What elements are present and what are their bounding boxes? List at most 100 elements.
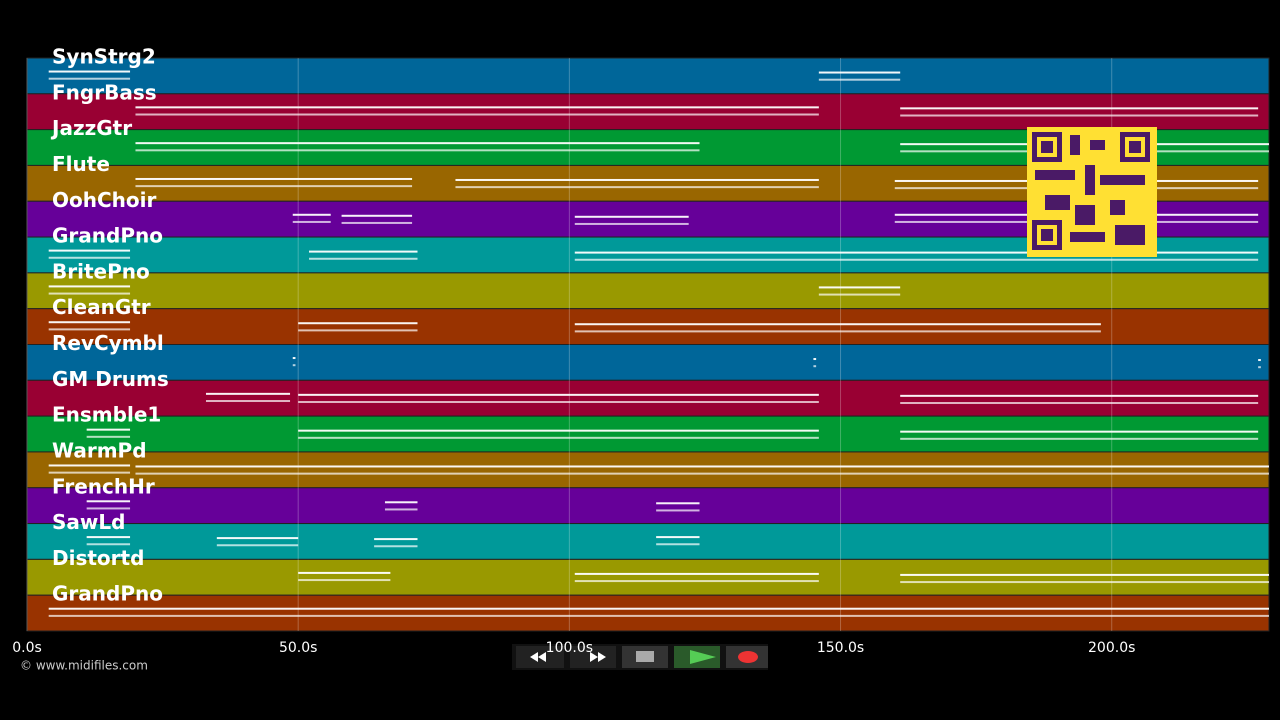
note — [455, 186, 819, 189]
track-lane — [26, 487, 1270, 525]
note — [574, 222, 689, 225]
note — [900, 394, 1259, 397]
track-lane — [26, 523, 1270, 560]
note — [135, 472, 1269, 475]
note — [86, 536, 131, 539]
note — [656, 509, 700, 512]
note — [135, 149, 700, 152]
note — [309, 250, 418, 253]
note — [818, 71, 901, 74]
note — [292, 364, 296, 367]
track-name: WarmPd — [52, 438, 147, 462]
track-name: FngrBass — [52, 80, 157, 104]
track-name: CleanGtr — [52, 295, 151, 319]
note — [298, 429, 819, 432]
note — [813, 365, 817, 368]
note — [900, 581, 1269, 584]
note — [298, 401, 819, 404]
note — [135, 142, 700, 145]
note — [900, 437, 1259, 440]
track-name: SynStrg2 — [52, 45, 156, 69]
forward-button[interactable] — [570, 646, 616, 668]
track-name: Flute — [52, 152, 110, 176]
note — [48, 614, 1269, 617]
note — [298, 571, 391, 574]
note — [298, 436, 819, 439]
track-name: Ensmble1 — [52, 403, 161, 427]
note — [656, 502, 700, 505]
note — [1258, 359, 1261, 362]
note — [86, 507, 131, 510]
note — [86, 543, 131, 546]
note — [205, 392, 291, 395]
note — [574, 215, 689, 218]
note — [574, 580, 819, 583]
qr-code — [1027, 127, 1157, 257]
note — [205, 400, 291, 403]
note — [135, 465, 1269, 468]
track-lane — [26, 594, 1270, 632]
note — [135, 113, 819, 116]
note — [48, 328, 131, 331]
note — [900, 573, 1269, 576]
note — [455, 178, 819, 181]
note — [574, 323, 1101, 326]
note — [574, 572, 819, 575]
note — [900, 430, 1259, 433]
x-tick-label: 50.0s — [279, 640, 317, 656]
note — [818, 286, 901, 289]
note — [900, 107, 1259, 110]
note — [48, 77, 131, 80]
note — [574, 251, 1259, 254]
track-name: GrandPno — [52, 224, 163, 248]
note — [86, 435, 131, 438]
note — [48, 607, 1269, 610]
x-tick-label: 100.0s — [546, 640, 593, 656]
note — [900, 402, 1259, 405]
note — [384, 501, 418, 504]
note — [216, 544, 299, 547]
track-lane — [26, 415, 1270, 453]
note — [135, 106, 819, 109]
note — [1258, 366, 1261, 369]
note — [48, 464, 131, 467]
note — [292, 357, 296, 360]
note — [135, 185, 413, 188]
track-name: Distortd — [52, 546, 144, 570]
track-name: GrandPno — [52, 582, 163, 606]
note — [48, 249, 131, 252]
note — [298, 322, 418, 325]
play-button[interactable] — [674, 646, 720, 668]
note — [48, 285, 131, 288]
note — [384, 508, 418, 511]
note — [48, 70, 131, 73]
note — [656, 536, 700, 539]
note — [86, 500, 131, 503]
stop-button[interactable] — [622, 646, 668, 668]
track-name: GM Drums — [52, 367, 169, 391]
record-button[interactable] — [726, 646, 768, 668]
note — [48, 292, 131, 295]
note — [48, 471, 131, 474]
note — [135, 177, 413, 180]
note — [48, 321, 131, 324]
note — [216, 537, 299, 540]
note — [292, 213, 331, 216]
x-tick-label: 200.0s — [1088, 640, 1135, 656]
watermark: © www.midifiles.com — [20, 659, 148, 673]
track-name: JazzGtr — [50, 116, 132, 140]
x-tick-label: 0.0s — [12, 640, 42, 656]
track-name: RevCymbl — [52, 331, 164, 355]
note — [48, 256, 131, 259]
track-lane — [26, 93, 1270, 131]
note — [818, 293, 901, 296]
x-tick-label: 150.0s — [817, 640, 864, 656]
note — [818, 78, 901, 81]
track-name: OohChoir — [52, 188, 156, 212]
note — [86, 428, 131, 431]
track-name: SawLd — [52, 510, 125, 534]
track-lane — [26, 57, 1270, 95]
note — [374, 538, 418, 541]
rewind-button[interactable] — [516, 646, 564, 668]
